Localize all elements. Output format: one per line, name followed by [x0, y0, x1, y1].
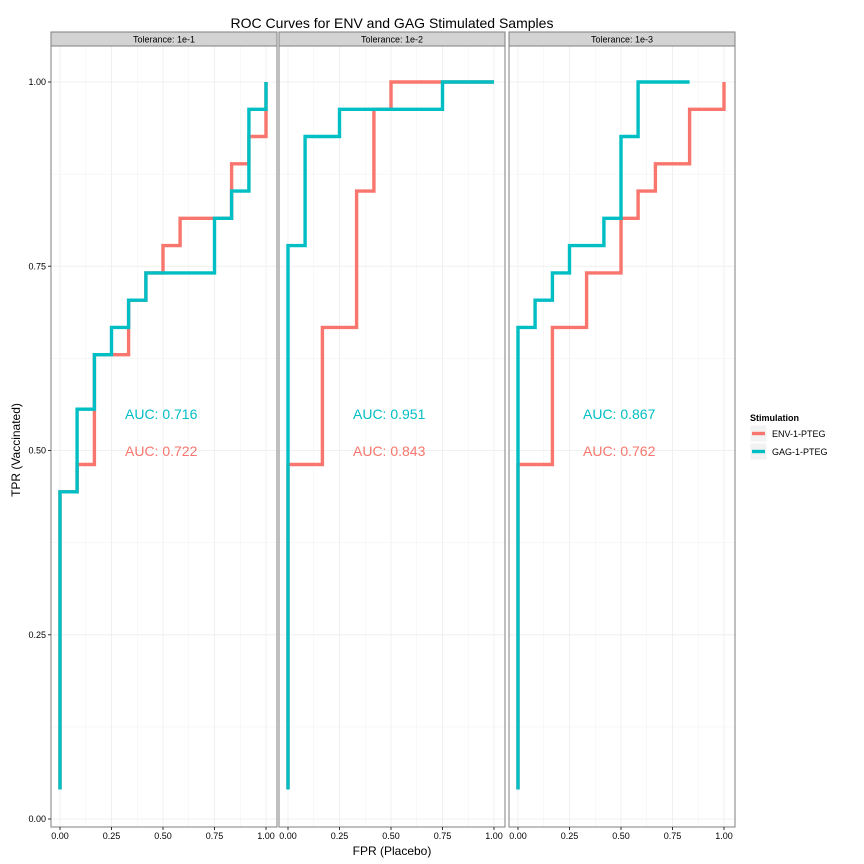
facet-strip — [278, 31, 506, 47]
x-tick-label: 1.00 — [485, 831, 503, 841]
roc-line-gag — [516, 80, 690, 790]
x-tick-label: 0.50 — [612, 831, 630, 841]
legend-entry: GAG-1-PTEG — [749, 442, 828, 461]
y-axis-label: TPR (Vaccinated) — [9, 403, 23, 497]
facet-panel: AUC: 0.951 AUC: 0.843 Tolerance: 1e-2 0.00 0… — [278, 31, 506, 841]
x-tick-label: 0.25 — [561, 831, 579, 841]
x-axis-label: FPR (Placebo) — [353, 844, 432, 858]
facet-strip-label: Tolerance: 1e-3 — [591, 35, 653, 45]
auc-label-gag: AUC: 0.867 — [583, 406, 656, 422]
x-tick-label: 0.00 — [509, 831, 527, 841]
facet-panel: AUC: 0.867 AUC: 0.762 Tolerance: 1e-3 0.00 0… — [508, 31, 736, 841]
facet-strip-label: Tolerance: 1e-2 — [361, 35, 423, 45]
roc-line-env — [286, 80, 494, 790]
y-tick-label: 0.00 — [28, 814, 46, 824]
y-tick-label: 0.50 — [28, 446, 46, 456]
x-tick-label: 0.75 — [664, 831, 682, 841]
panel-background — [51, 46, 277, 827]
x-tick-label: 0.50 — [154, 831, 172, 841]
y-tick-label: 0.75 — [28, 261, 46, 271]
auc-label-gag: AUC: 0.951 — [353, 406, 426, 422]
x-tick-label: 0.00 — [279, 831, 297, 841]
x-tick-label: 0.25 — [103, 831, 121, 841]
x-tick-label: 0.00 — [51, 831, 69, 841]
auc-label-env: AUC: 0.762 — [583, 443, 656, 459]
y-tick-label: 1.00 — [28, 77, 46, 87]
auc-label-env: AUC: 0.843 — [353, 443, 426, 459]
auc-label-env: AUC: 0.722 — [125, 443, 198, 459]
facet-panel: AUC: 0.716 AUC: 0.722 Tolerance: 1e-1 0.00 0… — [50, 31, 278, 841]
facet-strip-label: Tolerance: 1e-1 — [133, 35, 195, 45]
roc-line-gag — [286, 80, 494, 790]
x-tick-label: 0.25 — [331, 831, 349, 841]
y-tick-label: 0.25 — [28, 630, 46, 640]
panel-grid — [279, 46, 505, 827]
facet-strip — [508, 31, 736, 47]
x-tick-label: 1.00 — [257, 831, 275, 841]
legend-entry: ENV-1-PTEG — [749, 424, 826, 443]
x-tick-label: 0.75 — [206, 831, 224, 841]
panel-background — [279, 46, 505, 827]
auc-label-gag: AUC: 0.716 — [125, 406, 198, 422]
legend-entry-label: GAG-1-PTEG — [772, 447, 828, 457]
legend-title: Stimulation — [750, 413, 799, 423]
y-axis: 0.00 0.25 0.50 0.75 1.00 — [28, 77, 51, 824]
legend: Stimulation ENV-1-PTEG GAG-1-PTEG — [749, 413, 828, 461]
roc-line-gag — [58, 82, 268, 790]
facet-strip — [50, 31, 278, 47]
legend-entry-label: ENV-1-PTEG — [772, 429, 826, 439]
facet-panels: AUC: 0.716 AUC: 0.722 Tolerance: 1e-1 0.00 0… — [50, 31, 736, 841]
chart-title: ROC Curves for ENV and GAG Stimulated Sa… — [231, 15, 554, 31]
panel-grid — [51, 46, 277, 827]
x-tick-label: 0.75 — [434, 831, 452, 841]
x-tick-label: 0.50 — [382, 831, 400, 841]
x-tick-label: 1.00 — [715, 831, 733, 841]
roc-line-env — [516, 82, 726, 790]
